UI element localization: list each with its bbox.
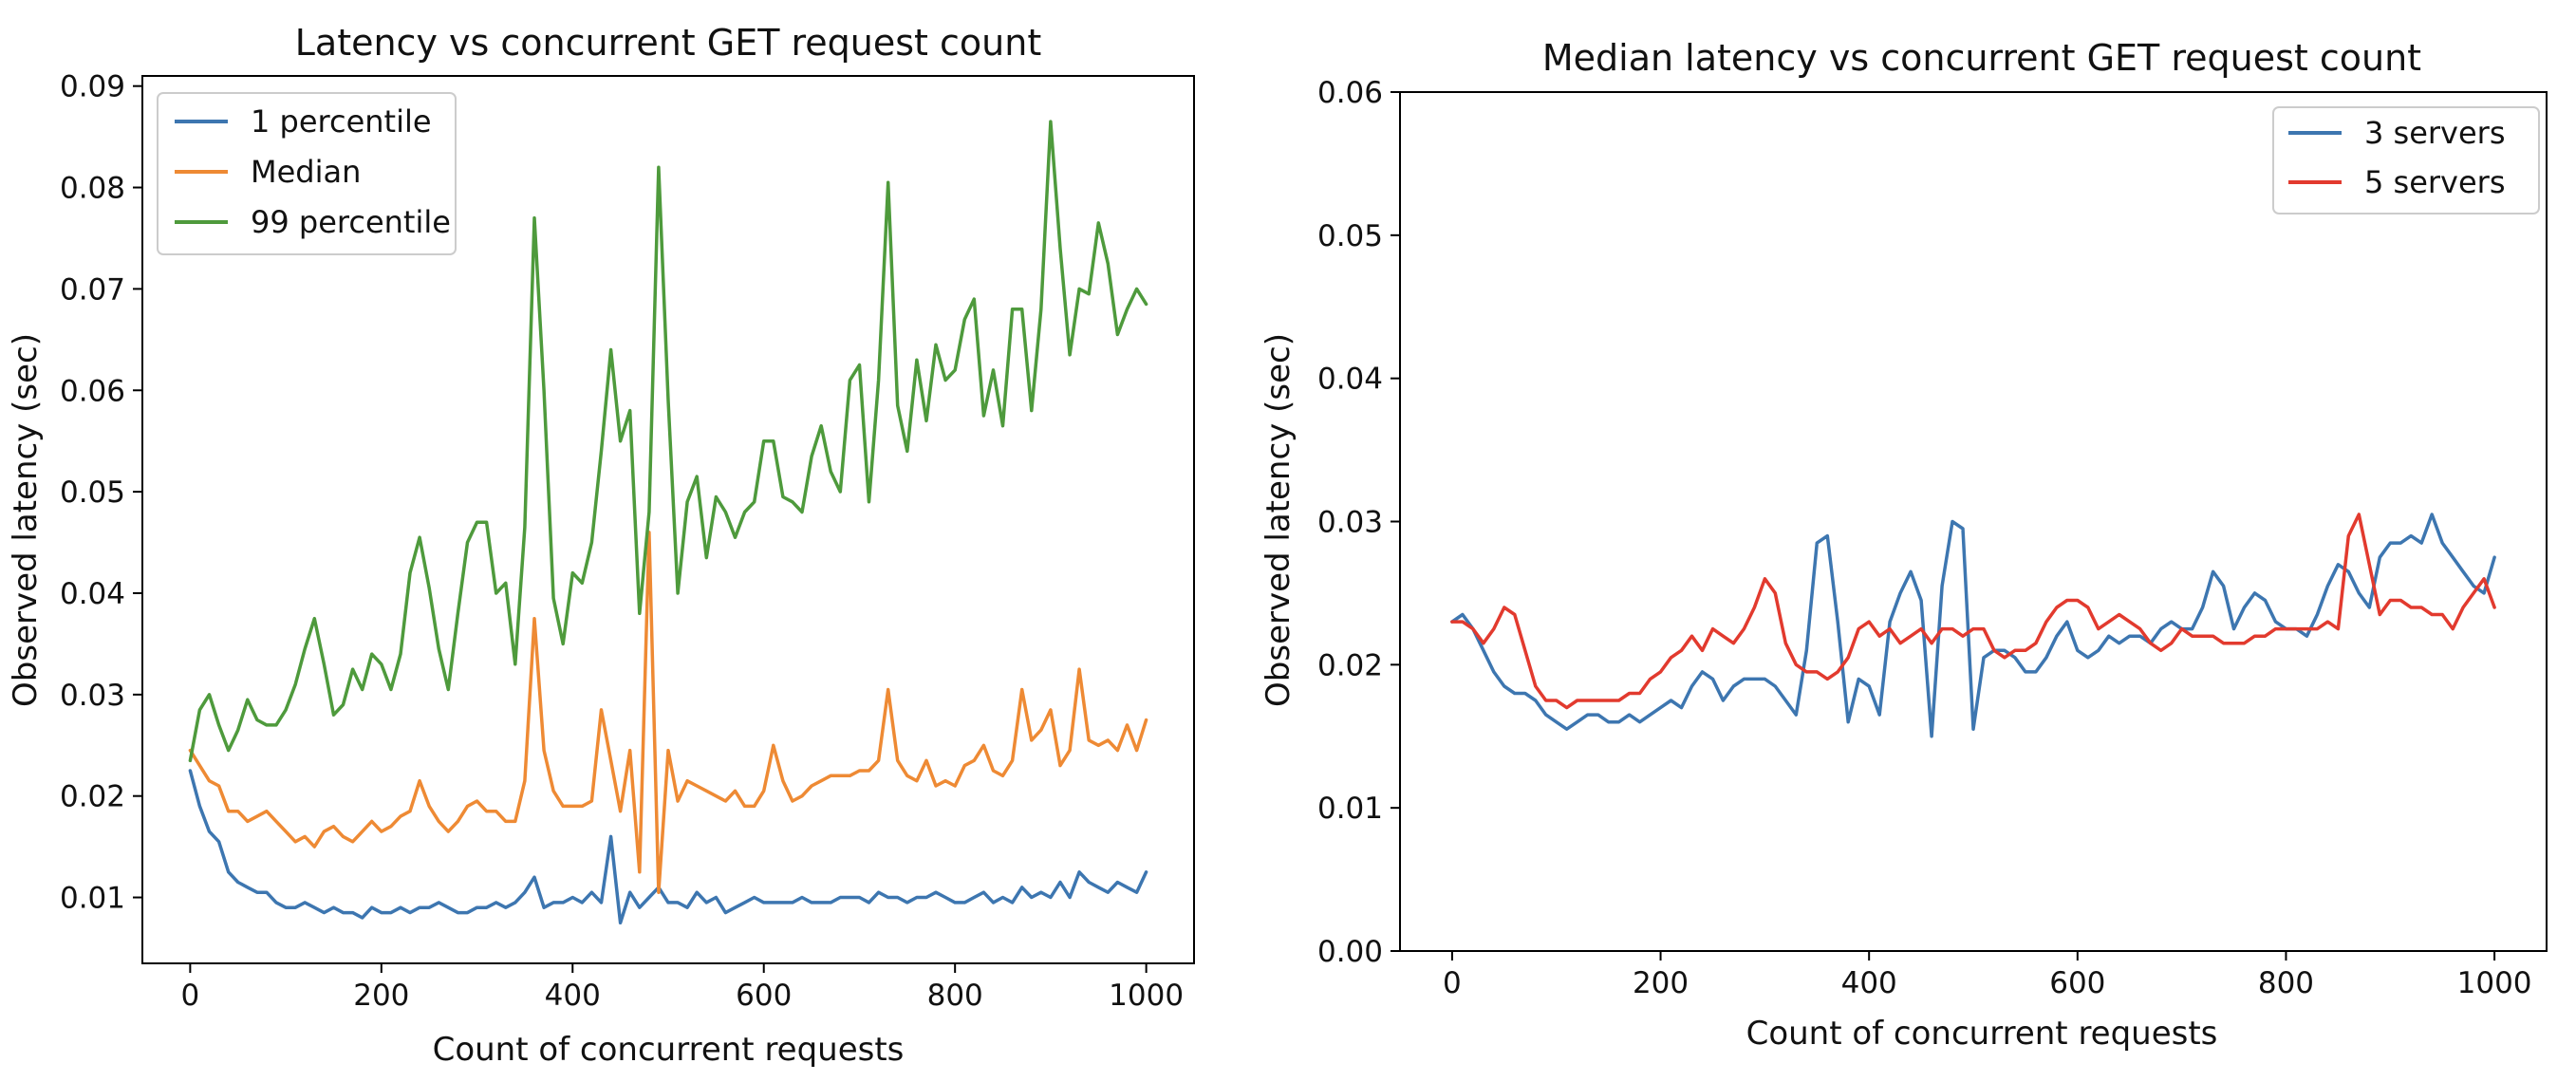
x-tick-label: 0 [1443,966,1462,1000]
x-tick-label: 1000 [2457,966,2532,1000]
y-axis-label: Observed latency (sec) [1260,333,1297,707]
legend-label-5-servers: 5 servers [2364,164,2506,200]
legend-label-99-percentile: 99 percentile [251,204,451,240]
y-tick-label: 0.01 [1317,792,1383,826]
x-tick-label: 0 [180,979,199,1013]
chart-latency-percentiles: Latency vs concurrent GET request count … [7,22,1195,1069]
y-tick-label: 0.03 [1317,506,1383,540]
legend: 3 servers 5 servers [2272,106,2540,215]
x-tick-label: 1000 [1109,979,1184,1013]
legend-box [157,92,457,255]
y-tick-label: 0.09 [60,70,125,104]
y-tick-label: 0.02 [1317,648,1383,682]
ticks-layer: 0 200 400 600 800 1000 0.00 0.01 0.02 0.03 0.04 0.0… [1317,76,2532,1000]
y-tick-label: 0.06 [60,374,125,408]
x-tick-label: 400 [545,979,601,1013]
series-line-99-percentile [188,120,1148,763]
series-line-5-servers [1450,513,2496,710]
x-tick-label: 800 [2258,966,2314,1000]
chart-median-servers: Median latency vs concurrent GET request… [1260,37,2548,1053]
plot-frame [141,75,1195,964]
legend-label-3-servers: 3 servers [2364,115,2506,151]
x-tick-label: 600 [736,979,792,1013]
y-tick-label: 0.00 [1317,935,1383,969]
legend-label-1-percentile: 1 percentile [251,103,432,140]
y-tick-label: 0.08 [60,172,125,206]
x-tick-label: 200 [353,979,409,1013]
chart-title: Latency vs concurrent GET request count [295,22,1042,64]
y-tick-label: 0.01 [60,882,125,916]
y-tick-label: 0.03 [60,679,125,713]
ticks-layer: 0 200 400 600 800 1000 0.01 0.02 0.03 0.04 0.05 0.0… [60,70,1184,1013]
x-tick-label: 400 [1841,966,1897,1000]
y-tick-label: 0.02 [60,780,125,814]
x-tick-label: 600 [2049,966,2105,1000]
legend-label-median: Median [251,154,361,190]
series-line-median [188,531,1148,894]
y-tick-label: 0.04 [1317,363,1383,397]
y-tick-label: 0.07 [60,272,125,307]
y-tick-label: 0.05 [60,476,125,510]
x-axis-label: Count of concurrent requests [1746,1015,2218,1053]
x-axis-label: Count of concurrent requests [433,1031,905,1069]
series-layer [188,120,1148,925]
y-tick-label: 0.04 [60,577,125,611]
x-tick-label: 800 [927,979,983,1013]
series-layer [1450,513,2496,738]
y-tick-label: 0.05 [1317,219,1383,253]
y-tick-label: 0.06 [1317,76,1383,110]
legend: 1 percentile Median 99 percentile [157,92,457,255]
series-line-1-percentile [188,769,1148,925]
y-axis-label: Observed latency (sec) [7,333,45,707]
series-line-3-servers [1450,513,2496,738]
x-tick-label: 200 [1633,966,1689,1000]
chart-title: Median latency vs concurrent GET request… [1542,37,2421,79]
